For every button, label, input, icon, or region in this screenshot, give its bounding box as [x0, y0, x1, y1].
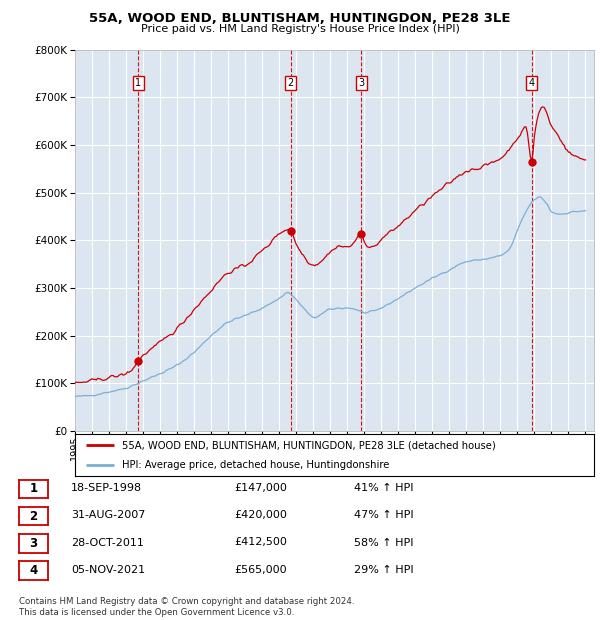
Text: 3: 3: [358, 78, 364, 88]
Text: £420,000: £420,000: [234, 510, 287, 520]
Text: Price paid vs. HM Land Registry's House Price Index (HPI): Price paid vs. HM Land Registry's House …: [140, 24, 460, 33]
Text: HPI: Average price, detached house, Huntingdonshire: HPI: Average price, detached house, Hunt…: [122, 460, 389, 470]
Text: 05-NOV-2021: 05-NOV-2021: [71, 565, 145, 575]
Text: 3: 3: [29, 537, 38, 550]
Text: 58% ↑ HPI: 58% ↑ HPI: [354, 538, 413, 547]
Text: 2: 2: [29, 510, 38, 523]
Text: 29% ↑ HPI: 29% ↑ HPI: [354, 565, 413, 575]
Text: 28-OCT-2011: 28-OCT-2011: [71, 538, 143, 547]
Text: £565,000: £565,000: [234, 565, 287, 575]
Text: 47% ↑ HPI: 47% ↑ HPI: [354, 510, 413, 520]
Text: 2: 2: [287, 78, 294, 88]
Text: £412,500: £412,500: [234, 538, 287, 547]
Text: 55A, WOOD END, BLUNTISHAM, HUNTINGDON, PE28 3LE (detached house): 55A, WOOD END, BLUNTISHAM, HUNTINGDON, P…: [122, 440, 496, 450]
Text: 4: 4: [29, 564, 38, 577]
Text: 31-AUG-2007: 31-AUG-2007: [71, 510, 145, 520]
Text: 1: 1: [135, 78, 142, 88]
Text: Contains HM Land Registry data © Crown copyright and database right 2024.
This d: Contains HM Land Registry data © Crown c…: [19, 598, 355, 617]
Text: 4: 4: [529, 78, 535, 88]
Text: 18-SEP-1998: 18-SEP-1998: [71, 483, 142, 493]
Text: £147,000: £147,000: [234, 483, 287, 493]
Text: 41% ↑ HPI: 41% ↑ HPI: [354, 483, 413, 493]
Text: 55A, WOOD END, BLUNTISHAM, HUNTINGDON, PE28 3LE: 55A, WOOD END, BLUNTISHAM, HUNTINGDON, P…: [89, 12, 511, 25]
Text: 1: 1: [29, 482, 38, 495]
